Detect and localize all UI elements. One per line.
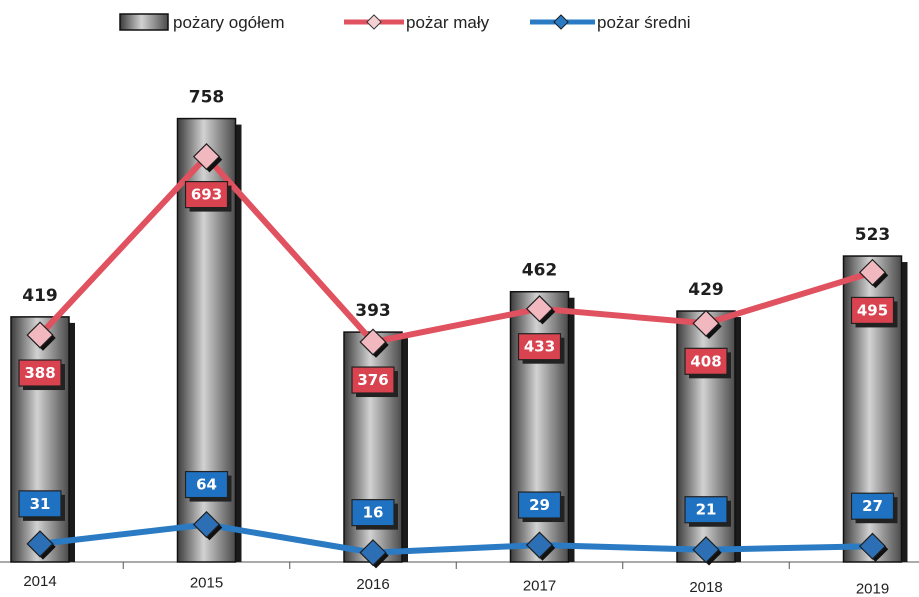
value-badge-label: 16 [363, 504, 384, 522]
legend-label-medium: pożar średni [597, 13, 691, 32]
labels: 2014 2015 2016 2017 2018 2019 388 693 376 433 408 4… [18, 88, 898, 597]
total-label: 393 [355, 301, 391, 321]
legend-label-small: pożar mały [406, 13, 490, 32]
value-badge [850, 492, 895, 520]
value-badge [850, 296, 895, 325]
value-badge [351, 499, 395, 527]
total-label: 462 [522, 261, 558, 281]
marker-medium [359, 539, 387, 567]
value-badge-label: 64 [196, 476, 217, 494]
total-label: 429 [688, 280, 724, 300]
value-badge [184, 470, 229, 499]
marker-small [26, 321, 54, 349]
legend-swatch-bar [119, 13, 169, 31]
legend-item-small: pożar mały [344, 13, 490, 32]
value-badge [351, 366, 395, 394]
marker-small [692, 309, 720, 337]
marker-small [192, 143, 221, 171]
value-badge-label: 433 [524, 338, 555, 356]
total-label: 523 [855, 225, 891, 245]
marker-medium [525, 531, 554, 559]
total-label: 758 [189, 88, 225, 108]
series-line [37, 153, 874, 346]
value-badge-label: 29 [529, 496, 550, 514]
legend-label-bar: pożary ogółem [173, 13, 285, 32]
value-badge-label: 693 [191, 186, 222, 204]
legend: pożary ogółem pożar mały pożar średni [119, 13, 691, 32]
x-tick-label: 2015 [190, 575, 223, 592]
legend-item-medium: pożar średni [530, 13, 691, 32]
value-badge [18, 490, 62, 518]
marker-medium [692, 536, 720, 564]
value-badge [517, 491, 562, 519]
marker-small [359, 328, 387, 356]
value-badge-label: 21 [696, 501, 717, 519]
series-line [39, 521, 873, 556]
marker-medium [858, 532, 887, 560]
value-badge-label: 376 [357, 371, 388, 389]
x-tick-label: 2016 [356, 576, 389, 593]
x-tick-label: 2019 [856, 581, 889, 597]
legend-item-bar: pożary ogółem [119, 13, 285, 32]
value-badge [18, 359, 62, 387]
lines [37, 153, 874, 556]
value-badge-label: 388 [24, 364, 55, 382]
legend-marker-medium [553, 14, 569, 30]
x-tick-label: 2014 [23, 573, 56, 590]
markers [26, 143, 889, 569]
value-badge [684, 496, 728, 524]
bars [10, 117, 908, 563]
x-tick-label: 2018 [689, 579, 722, 596]
legend-marker-small [366, 14, 382, 30]
total-label: 419 [22, 286, 58, 306]
x-tick-label: 2017 [523, 578, 556, 595]
marker-medium [192, 510, 221, 539]
marker-small [858, 258, 887, 287]
value-badge [684, 347, 728, 375]
value-badge [517, 333, 562, 361]
value-badge-label: 27 [862, 497, 883, 515]
x-axis-ticks [122, 562, 790, 569]
value-badge-label: 495 [857, 301, 888, 319]
value-badge-label: 408 [690, 352, 721, 370]
marker-medium [26, 530, 54, 558]
value-badge [184, 180, 229, 209]
value-badge-label: 31 [30, 495, 51, 513]
marker-small [525, 295, 554, 323]
bar [10, 316, 70, 563]
